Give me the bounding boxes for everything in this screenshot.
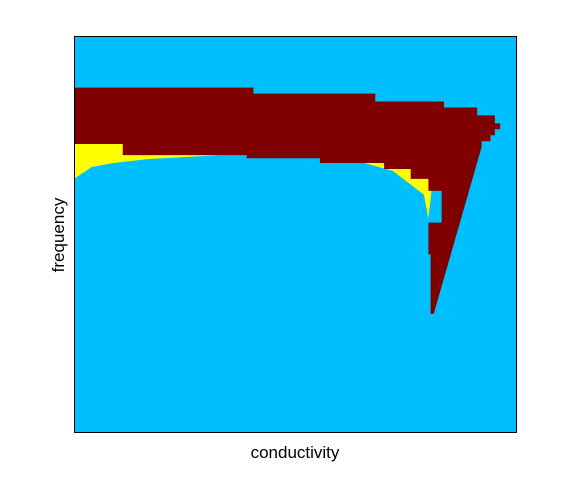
- axes-frame: [74, 36, 517, 433]
- plot-area: [74, 36, 517, 433]
- dark-region: [74, 87, 501, 314]
- x-axis-label: conductivity: [251, 443, 340, 462]
- y-axis-label: frequency: [49, 197, 68, 272]
